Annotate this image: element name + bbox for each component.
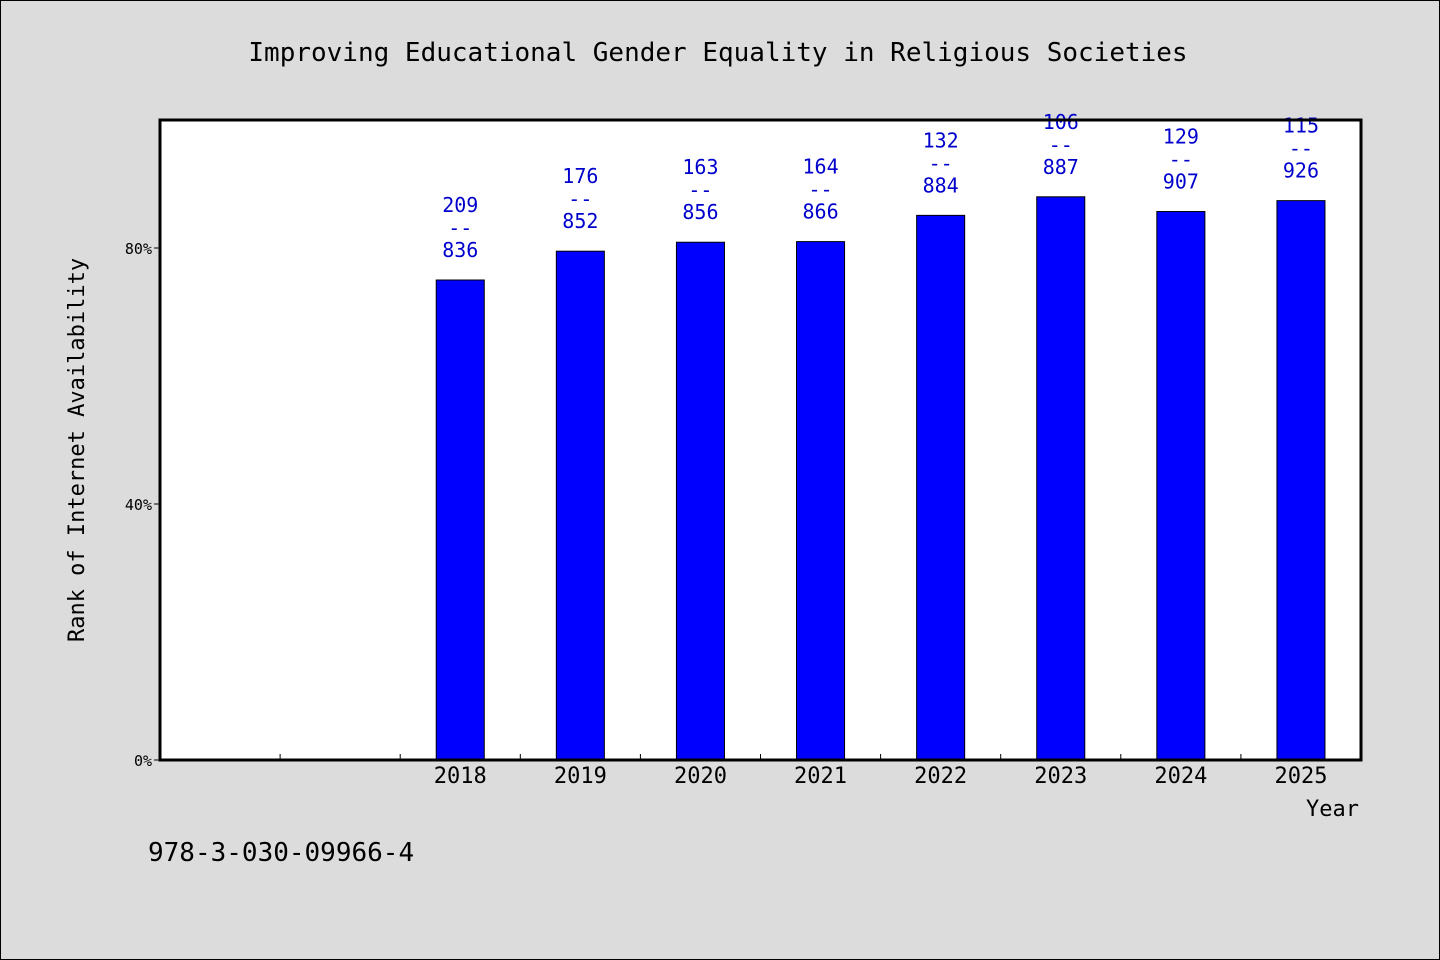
bar	[1276, 200, 1326, 761]
bar-label-top: 132	[923, 128, 959, 152]
y-tick-label: 80%	[125, 240, 152, 258]
chart-title: Improving Educational Gender Equality in…	[248, 38, 1187, 68]
bar-label-separator: --	[568, 187, 592, 211]
bar-label-separator: --	[1289, 137, 1313, 161]
bar-label-bottom: 852	[562, 209, 598, 233]
bar	[555, 250, 605, 761]
bar-label-bottom: 926	[1283, 159, 1319, 183]
bar-label-bottom: 887	[1043, 155, 1079, 179]
bar	[796, 241, 846, 761]
y-tick-label: 40%	[125, 496, 152, 514]
x-tick-label: 2021	[794, 764, 847, 789]
bar-label-top: 129	[1163, 125, 1199, 149]
bar-label-top: 106	[1043, 110, 1079, 134]
bar-label-top: 164	[802, 155, 838, 179]
isbn-footer: 978-3-030-09966-4	[148, 838, 414, 868]
x-tick-label: 2022	[914, 764, 967, 789]
bar-label-bottom: 836	[442, 238, 478, 262]
bar-label-separator: --	[809, 178, 833, 202]
plot-border	[158, 118, 1363, 762]
bar-label-bottom: 856	[682, 200, 718, 224]
bar-label-separator: --	[1169, 148, 1193, 172]
bar-label-top: 163	[682, 155, 718, 179]
y-tick-label: 0%	[134, 752, 152, 770]
bar-label-bottom: 866	[802, 200, 838, 224]
y-axis-label: Rank of Internet Availability	[65, 258, 90, 642]
bar-label-top: 209	[442, 193, 478, 217]
bar-label-top: 115	[1283, 114, 1319, 138]
x-tick-label: 2018	[434, 764, 487, 789]
bar-label-bottom: 907	[1163, 170, 1199, 194]
bar	[435, 279, 485, 761]
x-tick-label: 2020	[674, 764, 727, 789]
bar-label-bottom: 884	[923, 173, 959, 197]
bar-label-separator: --	[688, 178, 712, 202]
x-tick-label: 2023	[1034, 764, 1087, 789]
x-tick-label: 2025	[1274, 764, 1327, 789]
bar-label-top: 176	[562, 164, 598, 188]
x-axis-label: Year	[1306, 797, 1359, 822]
bar	[916, 214, 966, 761]
x-tick-label: 2024	[1154, 764, 1207, 789]
bar-label-separator: --	[448, 216, 472, 240]
bar	[675, 241, 725, 761]
bar	[1156, 211, 1206, 761]
bar	[1036, 196, 1086, 761]
x-tick-label: 2019	[554, 764, 607, 789]
bar-label-separator: --	[1049, 133, 1073, 157]
bar-label-separator: --	[929, 151, 953, 175]
